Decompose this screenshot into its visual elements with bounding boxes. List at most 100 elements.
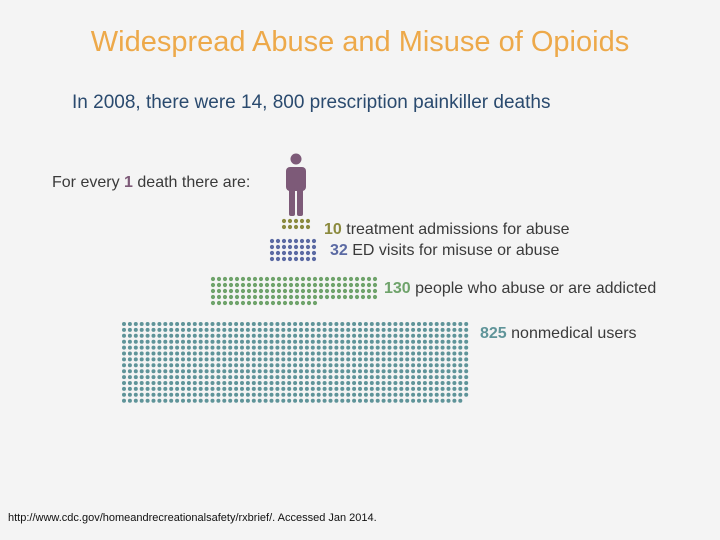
dot <box>440 363 445 368</box>
dot <box>287 244 293 250</box>
dot <box>151 398 156 403</box>
dot <box>269 351 274 356</box>
dot <box>299 339 303 344</box>
dot <box>422 357 427 362</box>
dot <box>346 363 351 368</box>
dot <box>346 327 351 332</box>
dot <box>151 381 156 385</box>
dot <box>328 322 333 326</box>
dot <box>258 276 264 282</box>
dot <box>458 322 463 326</box>
dot <box>282 282 288 288</box>
dot <box>293 218 299 224</box>
dot <box>263 398 268 403</box>
dot <box>216 375 221 380</box>
dot <box>222 322 227 326</box>
dot <box>310 339 315 344</box>
dot <box>228 392 233 397</box>
dot <box>393 392 398 397</box>
dot <box>270 300 276 306</box>
dot <box>428 339 433 344</box>
dot <box>210 381 215 385</box>
dot <box>204 322 209 326</box>
dot <box>312 288 318 294</box>
dot <box>269 363 274 368</box>
dot <box>434 381 439 385</box>
dot <box>358 369 362 374</box>
dot <box>372 294 378 300</box>
dot <box>139 392 144 397</box>
dot <box>192 392 197 397</box>
dot <box>210 363 215 368</box>
dot <box>287 363 292 368</box>
series-label-2: 32 ED visits for misuse or abuse <box>330 242 560 259</box>
dot <box>175 333 180 338</box>
series-value: 10 <box>324 221 342 238</box>
dot <box>122 398 126 403</box>
dot <box>342 294 348 300</box>
dot <box>192 322 197 326</box>
dot <box>399 333 404 338</box>
dot <box>181 351 185 356</box>
dot <box>318 276 324 282</box>
dot <box>157 357 162 362</box>
dot <box>228 345 233 350</box>
dot <box>381 398 386 403</box>
series-name: treatment admissions for abuse <box>342 221 570 238</box>
dot <box>310 381 315 385</box>
dot <box>186 357 191 362</box>
dot <box>228 333 233 338</box>
dot <box>358 386 362 391</box>
dot <box>440 322 445 326</box>
dot <box>287 250 293 256</box>
dot <box>204 392 209 397</box>
dot <box>352 339 357 344</box>
dot <box>387 375 392 380</box>
dot <box>186 392 191 397</box>
dot <box>434 363 439 368</box>
dot <box>393 333 398 338</box>
dot <box>399 339 404 344</box>
dot <box>346 339 351 344</box>
dot <box>411 322 416 326</box>
dot <box>375 339 380 344</box>
dot <box>440 333 445 338</box>
dot <box>163 381 168 385</box>
dot <box>352 392 357 397</box>
dot <box>263 339 268 344</box>
dot <box>446 369 451 374</box>
dot <box>405 327 410 332</box>
dot <box>122 386 126 391</box>
dot <box>340 351 345 356</box>
dot <box>352 363 357 368</box>
dot <box>275 375 280 380</box>
dot <box>405 345 410 350</box>
dot <box>399 392 404 397</box>
dot <box>251 398 256 403</box>
dot <box>440 392 445 397</box>
dot <box>348 288 354 294</box>
dot <box>192 375 197 380</box>
dot <box>399 381 404 385</box>
dot <box>252 294 258 300</box>
dot <box>245 339 250 344</box>
dot <box>216 386 221 391</box>
dot <box>387 363 392 368</box>
dot <box>328 386 333 391</box>
dot <box>318 288 324 294</box>
dot <box>328 381 333 385</box>
dot <box>157 345 162 350</box>
dot <box>393 327 398 332</box>
dot <box>181 322 185 326</box>
dot <box>157 375 162 380</box>
dot <box>342 276 348 282</box>
dot <box>151 327 156 332</box>
dot <box>369 369 374 374</box>
dot <box>458 363 463 368</box>
dot <box>417 333 421 338</box>
dot <box>310 398 315 403</box>
dot <box>276 282 282 288</box>
dot <box>216 322 221 326</box>
dot <box>139 398 144 403</box>
dot <box>340 369 345 374</box>
